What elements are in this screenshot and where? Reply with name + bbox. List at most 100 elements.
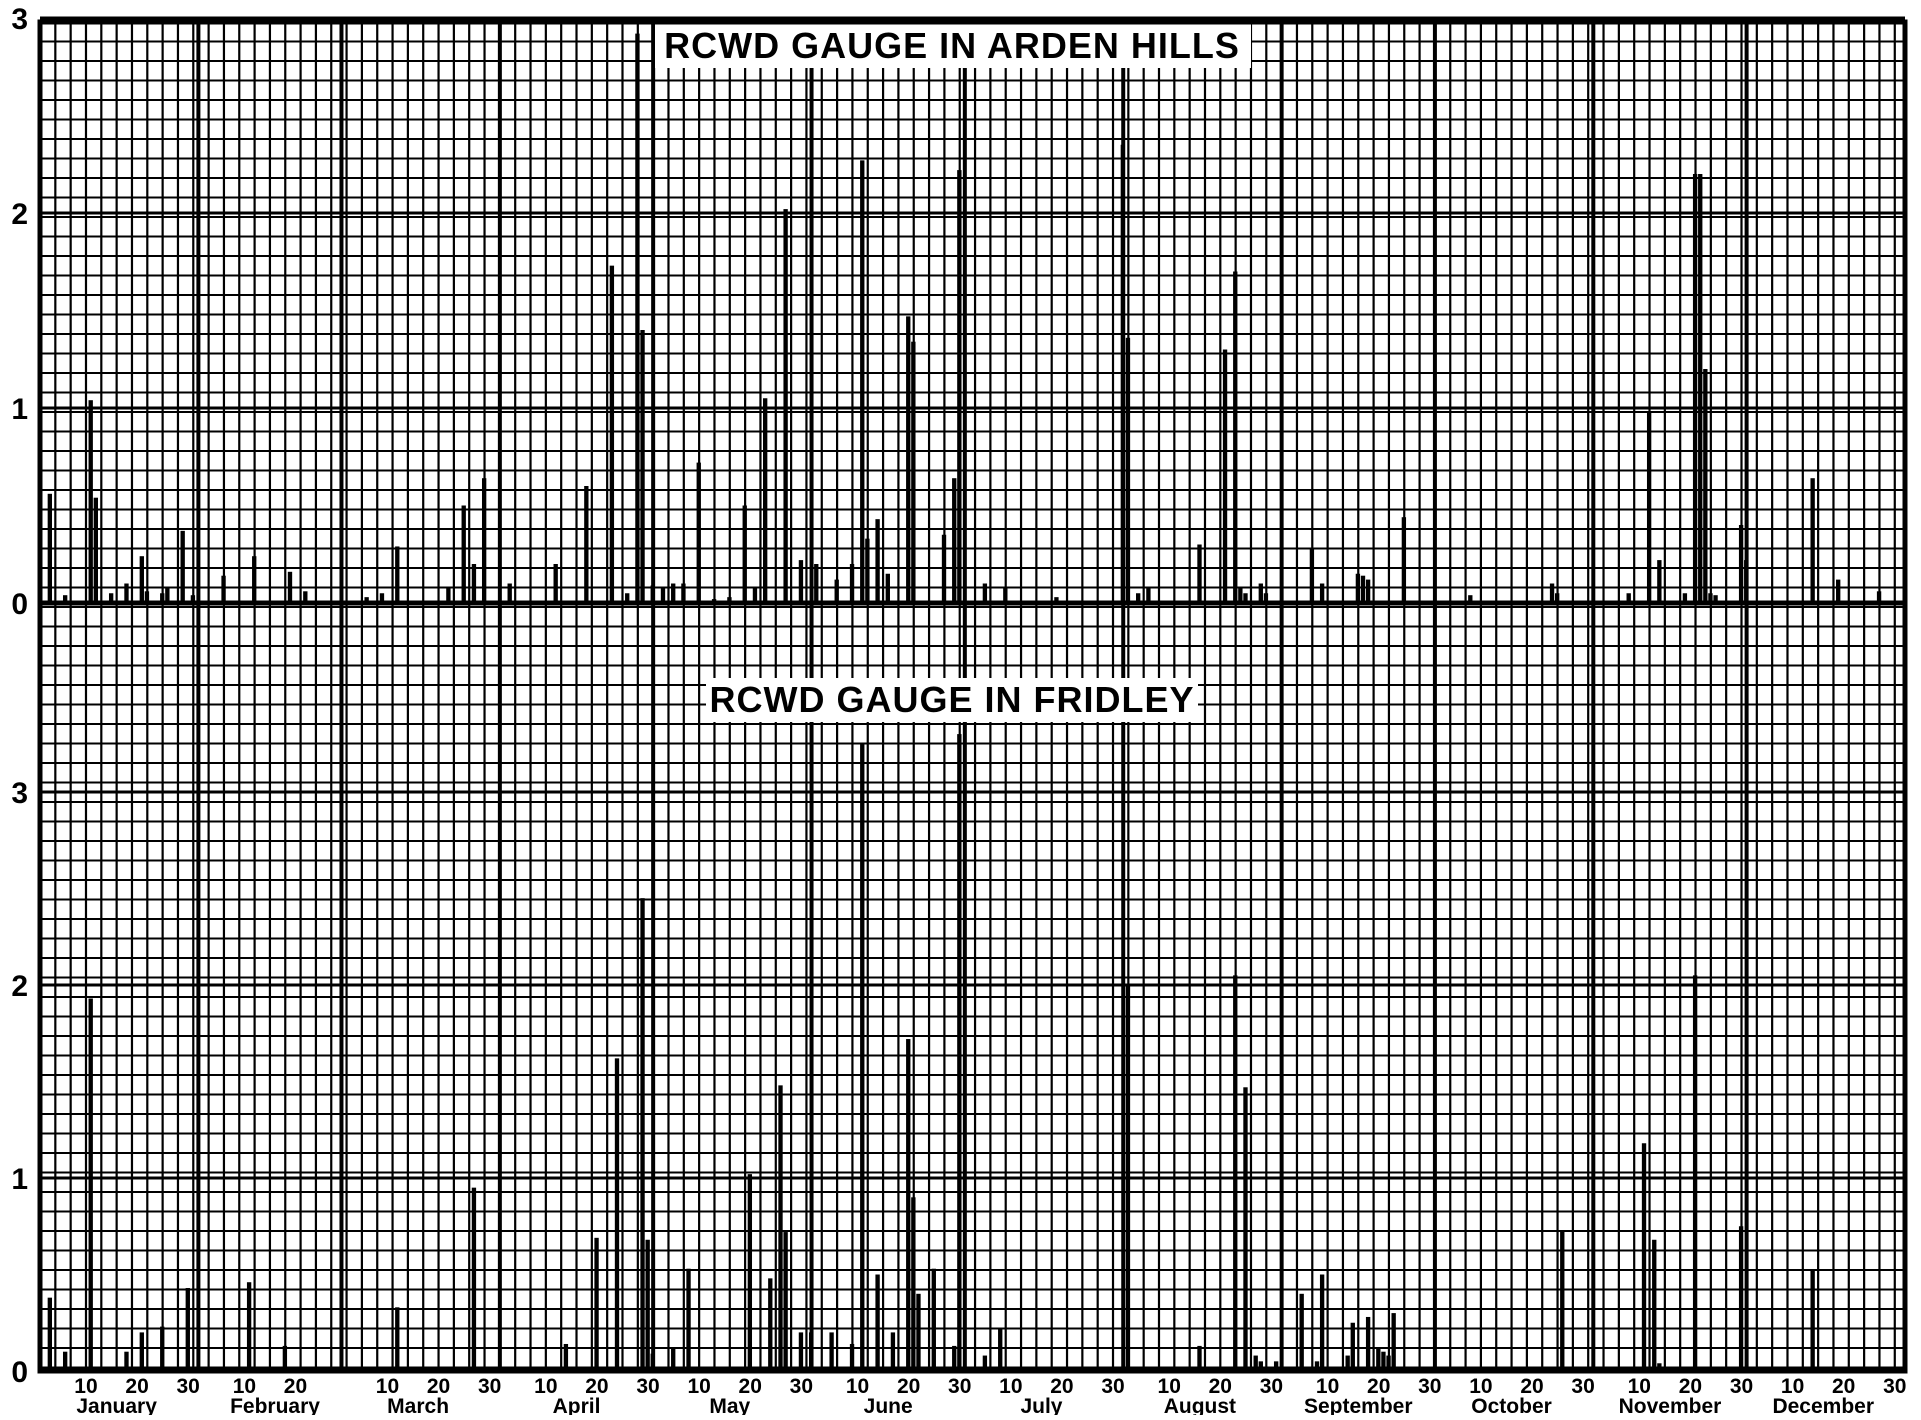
bar-arden-hills xyxy=(190,595,196,603)
x-tick-label: 10 xyxy=(1469,1375,1492,1398)
bar-fridley xyxy=(952,1345,957,1371)
bar-fridley xyxy=(1299,1293,1304,1371)
bar-arden-hills xyxy=(93,497,98,603)
bar-arden-hills xyxy=(1682,593,1688,603)
bar-arden-hills xyxy=(860,160,865,603)
bar-fridley xyxy=(1560,1230,1565,1371)
bar-arden-hills xyxy=(625,593,630,603)
bar-fridley xyxy=(1376,1347,1381,1371)
x-tick-label: 10 xyxy=(376,1375,399,1398)
bar-fridley xyxy=(1391,1313,1396,1371)
bar-arden-hills xyxy=(865,538,870,603)
bar-arden-hills xyxy=(1554,593,1560,603)
bar-fridley xyxy=(916,1293,921,1371)
bar-fridley xyxy=(998,1328,1003,1371)
x-tick-label: 30 xyxy=(478,1375,501,1398)
bar-arden-hills xyxy=(553,564,558,603)
bar-fridley xyxy=(829,1332,834,1371)
bar-arden-hills xyxy=(952,478,957,603)
bar-fridley xyxy=(1738,1226,1744,1371)
bar-arden-hills xyxy=(1258,583,1263,603)
bar-arden-hills xyxy=(875,519,880,603)
bar-arden-hills xyxy=(834,579,839,603)
bar-arden-hills xyxy=(481,478,487,603)
y-tick-label-arden-hills: 0 xyxy=(11,588,28,621)
bar-arden-hills xyxy=(1692,174,1698,603)
x-tick-label: 30 xyxy=(948,1375,971,1398)
month-label: June xyxy=(864,1395,913,1415)
bar-fridley xyxy=(798,1332,804,1371)
bar-arden-hills xyxy=(798,560,804,603)
bar-arden-hills xyxy=(1738,525,1744,603)
x-tick-label: 30 xyxy=(1418,1375,1441,1398)
bar-fridley xyxy=(671,1347,676,1371)
bar-arden-hills xyxy=(814,564,819,603)
x-tick-label: 10 xyxy=(687,1375,710,1398)
bar-fridley xyxy=(783,1232,788,1371)
bar-arden-hills xyxy=(982,583,988,603)
x-tick-label: 30 xyxy=(1101,1375,1124,1398)
x-tick-label: 10 xyxy=(74,1375,97,1398)
month-label: September xyxy=(1304,1395,1413,1415)
bar-arden-hills xyxy=(1243,593,1248,603)
bar-fridley xyxy=(1253,1355,1258,1371)
y-tick-label-fridley: 2 xyxy=(11,970,28,1003)
month-label: October xyxy=(1471,1395,1552,1415)
month-label: August xyxy=(1164,1395,1236,1415)
bar-arden-hills xyxy=(1744,560,1749,603)
bar-fridley xyxy=(1365,1316,1371,1371)
bar-fridley xyxy=(563,1343,569,1371)
bar-fridley xyxy=(849,1343,855,1371)
month-label: March xyxy=(387,1395,449,1415)
bar-fridley xyxy=(875,1274,880,1371)
x-tick-label: 20 xyxy=(1520,1375,1543,1398)
bar-arden-hills xyxy=(650,585,655,603)
bar-arden-hills xyxy=(742,505,747,603)
bar-fridley xyxy=(1381,1351,1386,1371)
bar-arden-hills xyxy=(144,591,150,603)
bar-arden-hills xyxy=(1238,587,1243,603)
month-label: April xyxy=(553,1395,601,1415)
x-tick-label: 30 xyxy=(1260,1375,1283,1398)
bar-arden-hills xyxy=(1233,271,1238,603)
x-tick-label: 20 xyxy=(1209,1375,1232,1398)
x-tick-label: 20 xyxy=(284,1375,307,1398)
bar-arden-hills xyxy=(1626,593,1631,603)
bar-arden-hills xyxy=(379,593,385,603)
bar-arden-hills xyxy=(124,583,129,603)
bar-arden-hills xyxy=(885,573,890,603)
x-tick-label: 20 xyxy=(897,1375,920,1398)
bar-arden-hills xyxy=(660,587,666,603)
bar-arden-hills xyxy=(584,486,589,603)
bar-fridley xyxy=(645,1239,650,1371)
bar-arden-hills xyxy=(507,583,512,603)
bar-fridley xyxy=(1386,1355,1391,1371)
bar-arden-hills xyxy=(1646,411,1652,603)
bar-arden-hills xyxy=(395,546,400,603)
x-tick-label: 30 xyxy=(1571,1375,1594,1398)
month-label: May xyxy=(709,1395,750,1415)
bar-arden-hills xyxy=(160,593,165,603)
bar-arden-hills xyxy=(763,398,768,603)
y-tick-label-arden-hills: 3 xyxy=(11,3,28,36)
bar-fridley xyxy=(808,1332,814,1371)
bar-arden-hills xyxy=(1120,144,1126,603)
x-tick-label: 20 xyxy=(1367,1375,1390,1398)
bar-fridley xyxy=(47,1297,53,1371)
y-tick-label-fridley: 3 xyxy=(11,777,28,810)
bar-fridley xyxy=(1692,975,1698,1371)
bar-arden-hills xyxy=(1125,337,1131,603)
bar-fridley xyxy=(778,1085,783,1371)
bar-fridley xyxy=(1319,1274,1325,1371)
month-label: July xyxy=(1020,1395,1062,1415)
bar-fridley xyxy=(1345,1355,1350,1371)
bar-fridley xyxy=(906,1039,911,1371)
x-tick-label: 20 xyxy=(585,1375,608,1398)
bar-arden-hills xyxy=(1876,591,1882,603)
bar-fridley xyxy=(957,734,962,1371)
y-tick-label-fridley: 1 xyxy=(11,1163,28,1196)
bar-fridley xyxy=(246,1282,252,1371)
bar-fridley xyxy=(185,1288,190,1371)
bar-arden-hills xyxy=(1263,593,1269,603)
